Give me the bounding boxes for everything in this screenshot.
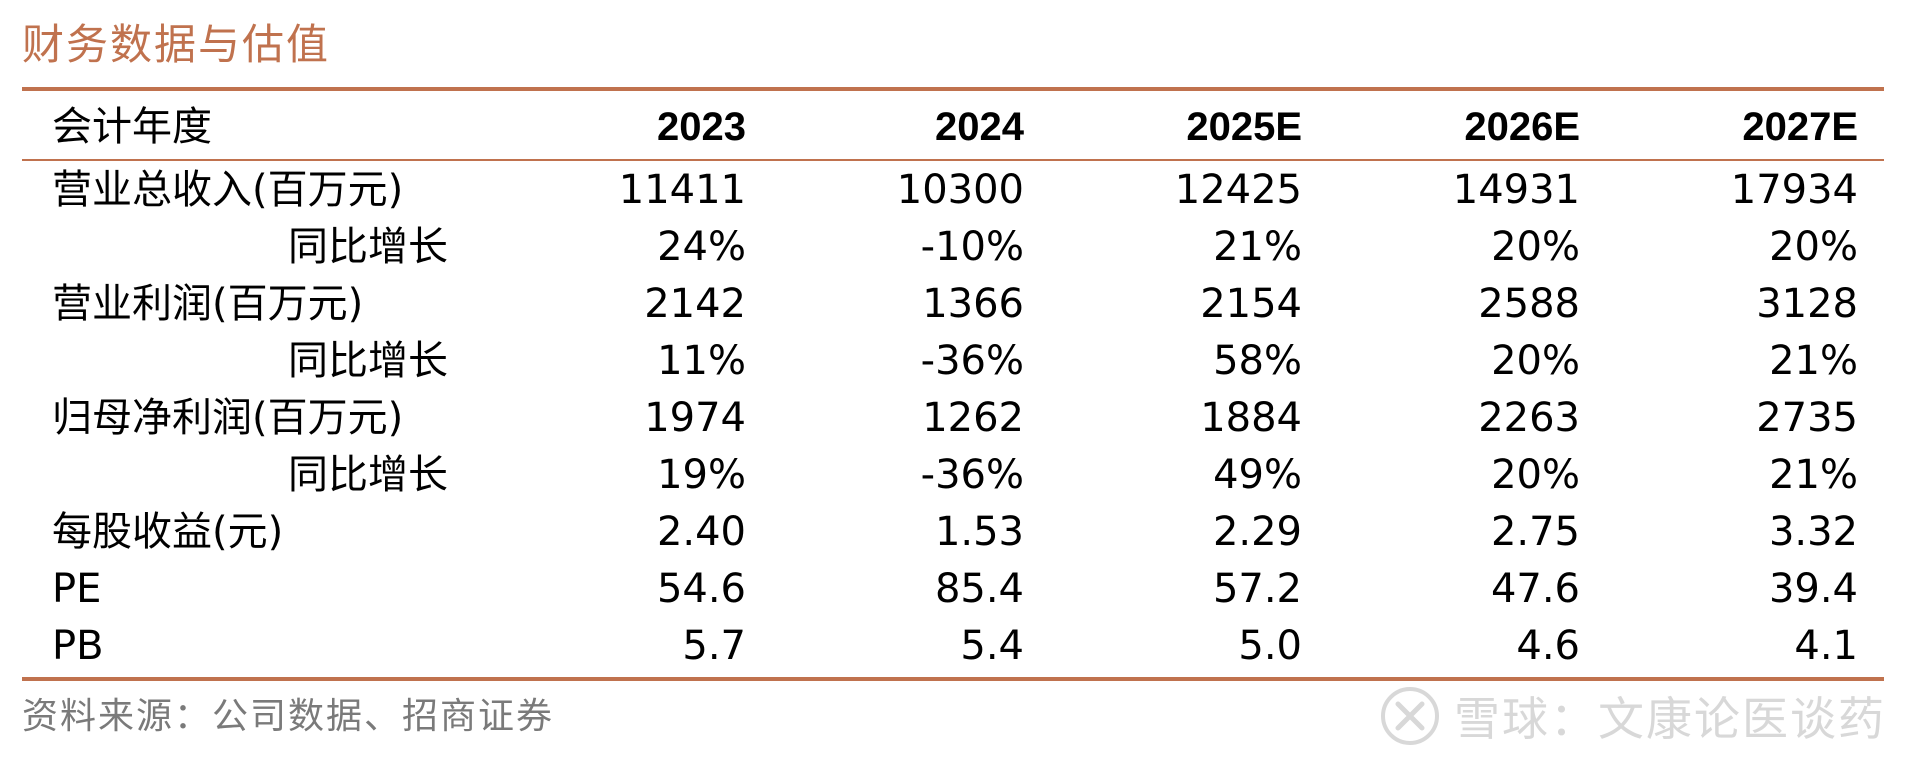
table-header-row: 会计年度 2023 2024 2025E 2026E 2027E (0, 98, 1908, 156)
cell-value: 1974 (644, 395, 746, 441)
header-label: 会计年度 (52, 104, 212, 150)
cell-value: -36% (920, 338, 1024, 384)
cell-value: 5.0 (1238, 623, 1302, 669)
table-row: PE 54.6 85.4 57.2 47.6 39.4 (0, 560, 1908, 618)
cell-value: 1262 (922, 395, 1024, 441)
cell-value: 2.40 (656, 509, 746, 555)
table-row: 营业总收入(百万元) 11411 10300 12425 14931 17934 (0, 161, 1908, 219)
cell-value: 1884 (1200, 395, 1302, 441)
table-row: 同比增长 11% -36% 58% 20% 21% (0, 332, 1908, 390)
cell-value: 2263 (1478, 395, 1580, 441)
cell-value: 2154 (1200, 281, 1302, 327)
page-title: 财务数据与估值 (22, 20, 331, 69)
cell-value: 49% (1213, 452, 1302, 498)
cell-value: 10300 (896, 167, 1024, 213)
cell-value: 21% (1769, 452, 1858, 498)
cell-value: 24% (657, 224, 746, 270)
cell-value: 39.4 (1768, 566, 1858, 612)
header-year: 2025E (1186, 105, 1302, 149)
cell-value: 2588 (1478, 281, 1580, 327)
cell-value: 1.53 (934, 509, 1024, 555)
row-label: PE (52, 566, 102, 612)
watermark: 雪球：文康论医谈药 (1380, 680, 1886, 752)
cell-value: 54.6 (656, 566, 746, 612)
table-row: 每股收益(元) 2.40 1.53 2.29 2.75 3.32 (0, 503, 1908, 561)
cell-value: 20% (1491, 452, 1580, 498)
cell-value: 4.1 (1794, 623, 1858, 669)
row-label: 归母净利润(百万元) (52, 395, 404, 441)
cell-value: 17934 (1730, 167, 1858, 213)
cell-value: 19% (657, 452, 746, 498)
cell-value: 57.2 (1212, 566, 1302, 612)
cell-value: 21% (1213, 224, 1302, 270)
header-year: 2026E (1464, 105, 1580, 149)
header-year: 2027E (1742, 105, 1858, 149)
cell-value: 21% (1769, 338, 1858, 384)
table-row: 同比增长 19% -36% 49% 20% 21% (0, 446, 1908, 504)
bottom-rule (22, 677, 1884, 681)
cell-value: 85.4 (934, 566, 1024, 612)
table-row: PB 5.7 5.4 5.0 4.6 4.1 (0, 617, 1908, 675)
cell-value: 14931 (1452, 167, 1580, 213)
table-row: 营业利润(百万元) 2142 1366 2154 2588 3128 (0, 275, 1908, 333)
snowball-logo-icon (1381, 687, 1439, 745)
cell-value: 2.75 (1490, 509, 1580, 555)
cell-value: 5.7 (682, 623, 746, 669)
cell-value: 2.29 (1212, 509, 1302, 555)
cell-value: 11411 (618, 167, 746, 213)
cell-value: 2142 (644, 281, 746, 327)
cell-value: 11% (657, 338, 746, 384)
cell-value: 20% (1491, 338, 1580, 384)
cell-value: 47.6 (1490, 566, 1580, 612)
row-label: 同比增长 (288, 224, 448, 270)
header-year: 2023 (657, 105, 746, 149)
row-label: 每股收益(元) (52, 509, 284, 555)
cell-value: 20% (1491, 224, 1580, 270)
row-label: 同比增长 (288, 338, 448, 384)
table-row: 同比增长 24% -10% 21% 20% 20% (0, 218, 1908, 276)
cell-value: 20% (1769, 224, 1858, 270)
header-year: 2024 (935, 105, 1024, 149)
row-label: 营业总收入(百万元) (52, 167, 404, 213)
cell-value: 1366 (922, 281, 1024, 327)
table-row: 归母净利润(百万元) 1974 1262 1884 2263 2735 (0, 389, 1908, 447)
cell-value: 5.4 (960, 623, 1024, 669)
row-label: 同比增长 (288, 452, 448, 498)
cell-value: 3.32 (1768, 509, 1858, 555)
cell-value: -36% (920, 452, 1024, 498)
cell-value: 3128 (1756, 281, 1858, 327)
cell-value: 4.6 (1516, 623, 1580, 669)
row-label: PB (52, 623, 104, 669)
source-note: 资料来源：公司数据、招商证券 (22, 696, 555, 737)
watermark-text: 雪球：文康论医谈药 (1454, 692, 1886, 746)
header-rule (22, 159, 1884, 161)
row-label: 营业利润(百万元) (52, 281, 364, 327)
cell-value: 12425 (1174, 167, 1302, 213)
cell-value: 58% (1213, 338, 1302, 384)
top-rule (22, 87, 1884, 91)
cell-value: 2735 (1756, 395, 1858, 441)
cell-value: -10% (920, 224, 1024, 270)
